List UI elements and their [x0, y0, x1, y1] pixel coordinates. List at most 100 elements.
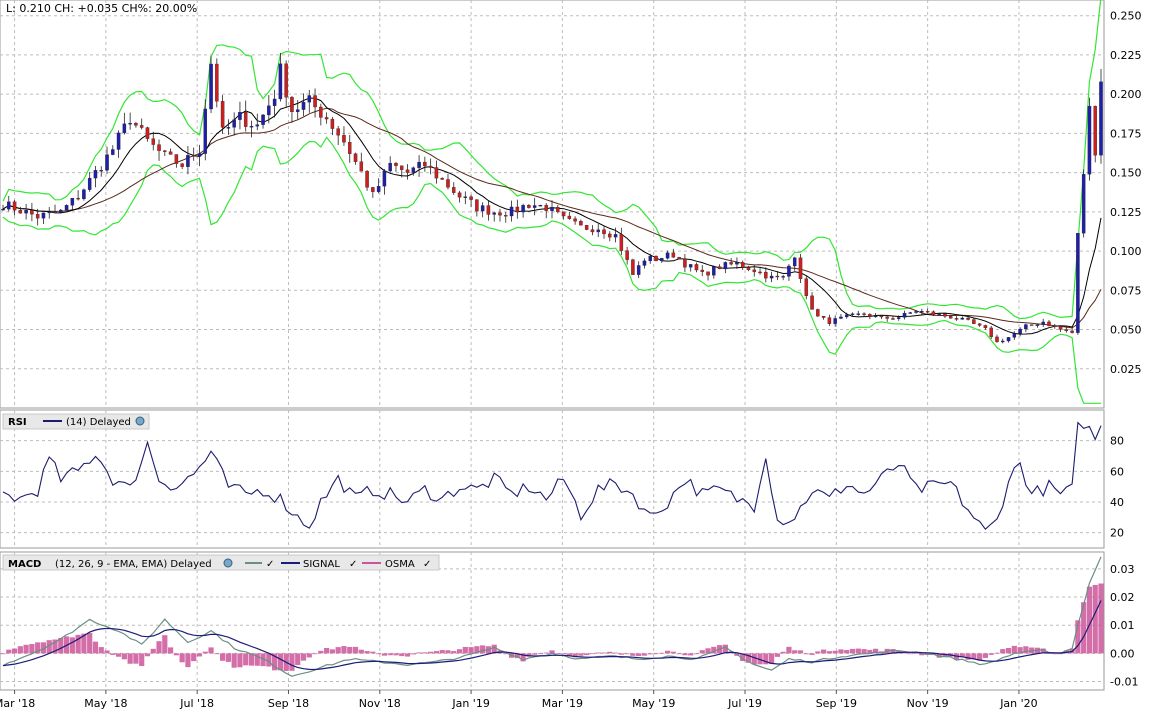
- osma-bar: [809, 653, 815, 655]
- candle-body: [902, 312, 907, 318]
- osma-bar: [468, 647, 474, 654]
- price-panel: [1, 0, 1103, 404]
- osma-bar: [312, 653, 318, 655]
- osma-bar: [428, 651, 434, 654]
- candle-body: [64, 205, 69, 211]
- osma-bar: [1005, 647, 1012, 654]
- osma-bar: [445, 650, 451, 654]
- candle-body: [93, 170, 98, 179]
- candle-body: [631, 259, 635, 275]
- candle-body: [660, 258, 664, 262]
- osma-bar: [289, 653, 295, 671]
- candle-body: [492, 212, 496, 215]
- osma-bar: [462, 646, 468, 654]
- osma-bar: [659, 652, 665, 654]
- candle-body: [295, 109, 300, 113]
- price-tick-label: 0.150: [1110, 167, 1142, 180]
- x-tick-label: May '18: [84, 697, 127, 710]
- globe-icon[interactable]: [135, 416, 145, 426]
- osma-bar: [318, 650, 324, 654]
- candle-body: [723, 262, 728, 270]
- osma-bar: [965, 653, 971, 660]
- osma-bar: [156, 641, 162, 654]
- osma-bar: [844, 650, 850, 654]
- candle-body: [405, 169, 410, 173]
- osma-bar: [81, 633, 87, 654]
- candle-body: [712, 266, 716, 276]
- osma-bar: [133, 653, 139, 664]
- candle-body: [1064, 329, 1069, 332]
- candle-body: [319, 106, 323, 118]
- candle-body: [989, 327, 993, 338]
- osma-bar: [243, 653, 249, 666]
- candle-body: [423, 161, 427, 167]
- candle-body: [995, 336, 999, 342]
- osma-bar: [370, 651, 376, 654]
- osma-bar: [745, 653, 752, 663]
- osma-bar: [272, 653, 278, 671]
- check-icon[interactable]: ✓: [349, 559, 357, 570]
- osma-bar: [832, 650, 838, 654]
- panel-frame: [0, 409, 1105, 549]
- candle-body: [24, 209, 28, 214]
- candle-body: [960, 317, 965, 320]
- globe-icon[interactable]: [223, 558, 233, 568]
- osma-bar: [826, 651, 832, 654]
- osma-bar: [982, 653, 989, 658]
- candle-body: [249, 126, 254, 128]
- osma-bar: [185, 653, 191, 668]
- osma-bar: [46, 640, 52, 654]
- candle-body: [602, 229, 606, 235]
- macd-panel: [0, 556, 1104, 677]
- osma-bar: [907, 653, 913, 655]
- signal-line: [2, 600, 1102, 671]
- candle-body: [394, 162, 398, 166]
- grid: [0, 0, 1104, 690]
- osma-bar: [936, 653, 942, 658]
- rsi-legend-series: (14) Delayed: [66, 417, 131, 428]
- osma-bar: [560, 653, 567, 655]
- osma-bar: [254, 653, 260, 666]
- candle-body: [145, 127, 150, 139]
- candle-body: [532, 205, 537, 208]
- bollinger-upper: [2, 0, 1102, 320]
- candle-body: [954, 318, 959, 320]
- candle-body: [469, 196, 473, 200]
- osma-bar: [58, 637, 64, 654]
- osma-bar: [410, 653, 416, 655]
- candle-body: [977, 323, 982, 326]
- x-tick-label: Jan '20: [999, 697, 1037, 710]
- candle-body: [197, 153, 202, 157]
- osma-bar: [295, 653, 301, 665]
- candle-body: [619, 234, 624, 251]
- price-tick-label: 0.125: [1110, 206, 1142, 219]
- osma-bar: [52, 639, 58, 654]
- candle-body: [567, 215, 572, 219]
- check-icon[interactable]: ✓: [266, 559, 274, 570]
- osma-bar: [220, 653, 226, 661]
- candle-body: [769, 275, 774, 279]
- x-tick-label: Mar '19: [542, 697, 583, 710]
- check-icon[interactable]: ✓: [423, 559, 431, 570]
- osma-bar: [439, 650, 445, 654]
- osma-bar: [618, 653, 624, 655]
- osma-bar: [647, 653, 653, 655]
- candle-body: [729, 262, 733, 265]
- candle-body: [353, 153, 358, 162]
- osma-bar: [75, 634, 81, 654]
- candle-body: [41, 212, 46, 219]
- candle-body: [452, 187, 456, 193]
- candle-body: [417, 161, 421, 168]
- osma-bar: [29, 644, 35, 654]
- osma-bar: [873, 648, 879, 654]
- osma-bar: [35, 642, 41, 654]
- osma-bar: [589, 653, 596, 655]
- candle-body: [1018, 328, 1022, 334]
- x-tick-label: Mar '18: [0, 697, 35, 710]
- osma-bar: [757, 653, 763, 665]
- candle-body: [278, 63, 283, 100]
- osma-bar: [774, 653, 780, 657]
- candle-body: [238, 112, 242, 120]
- osma-bar: [127, 653, 133, 664]
